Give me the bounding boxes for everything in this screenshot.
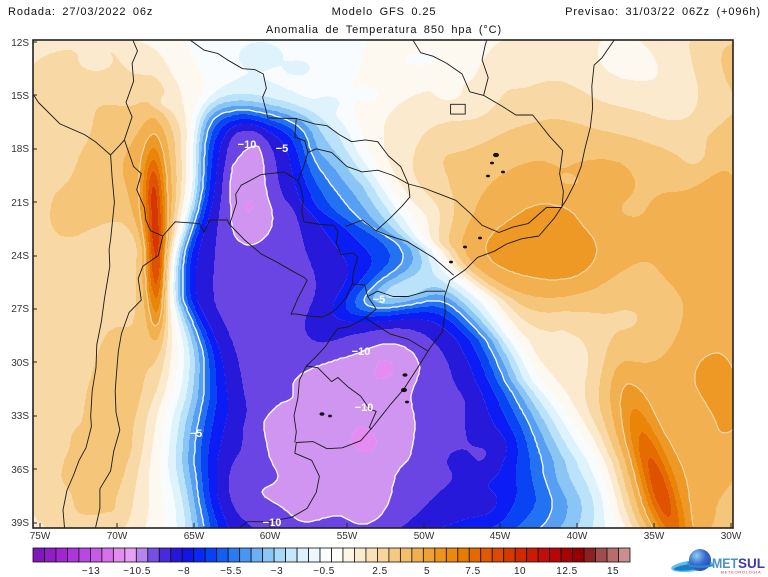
svg-text:30S: 30S [11, 358, 29, 369]
svg-text:27S: 27S [11, 304, 29, 315]
svg-text:36S: 36S [11, 465, 29, 476]
svg-text:SUL: SUL [738, 556, 765, 571]
svg-text:24S: 24S [11, 251, 29, 262]
svg-text:15S: 15S [11, 91, 29, 102]
svg-text:−5.5: −5.5 [220, 566, 242, 577]
svg-text:50W: 50W [414, 531, 435, 542]
svg-text:30W: 30W [721, 531, 742, 542]
svg-text:70W: 70W [107, 531, 128, 542]
svg-text:60W: 60W [260, 531, 281, 542]
svg-text:12S: 12S [11, 38, 29, 49]
svg-text:−10: −10 [238, 139, 257, 151]
svg-text:−10: −10 [352, 346, 371, 358]
svg-text:65W: 65W [184, 531, 205, 542]
svg-text:21S: 21S [11, 198, 29, 209]
svg-text:2.5: 2.5 [372, 566, 387, 577]
svg-text:Modelo GFS 0.25: Modelo GFS 0.25 [332, 6, 437, 18]
svg-text:−5: −5 [276, 143, 289, 155]
svg-text:MET: MET [712, 556, 739, 571]
svg-text:−10: −10 [355, 402, 374, 414]
svg-text:35W: 35W [644, 531, 665, 542]
svg-text:45W: 45W [490, 531, 511, 542]
svg-text:15: 15 [607, 566, 619, 577]
svg-text:18S: 18S [11, 144, 29, 155]
svg-text:−5: −5 [373, 294, 386, 306]
svg-text:Rodada: 27/03/2022 06z: Rodada: 27/03/2022 06z [8, 6, 153, 18]
svg-text:55W: 55W [337, 531, 358, 542]
svg-text:METEOROLOGIA: METEOROLOGIA [721, 570, 762, 575]
svg-text:40W: 40W [567, 531, 588, 542]
svg-text:33S: 33S [11, 411, 29, 422]
svg-text:Anomalia de Temperatura 850 hp: Anomalia de Temperatura 850 hpa (°C) [266, 24, 502, 36]
svg-text:10: 10 [514, 566, 526, 577]
svg-text:−5: −5 [190, 428, 203, 440]
svg-text:12.5: 12.5 [556, 566, 577, 577]
svg-text:−3: −3 [271, 566, 283, 577]
svg-text:−10: −10 [263, 517, 282, 529]
svg-text:−8: −8 [178, 566, 190, 577]
svg-text:39S: 39S [11, 518, 29, 529]
svg-text:−13: −13 [82, 566, 100, 577]
svg-text:Previsao: 31/03/22 06Zz (+096h: Previsao: 31/03/22 06Zz (+096h) [565, 6, 761, 18]
svg-text:75W: 75W [30, 531, 51, 542]
svg-text:7.5: 7.5 [465, 566, 480, 577]
svg-text:−10.5: −10.5 [123, 566, 151, 577]
svg-text:5: 5 [424, 566, 430, 577]
svg-text:−0.5: −0.5 [313, 566, 335, 577]
